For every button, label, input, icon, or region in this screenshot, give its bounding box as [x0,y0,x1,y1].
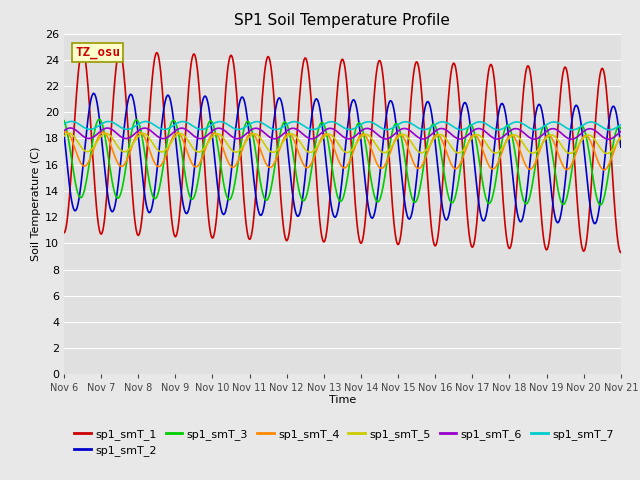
sp1_smT_5 [411,144,419,150]
sp1_smT_7 [428,124,435,130]
sp1_smT_6 [67,125,74,131]
sp1_smT_1 [185,84,193,90]
sp1_smT_3 [185,190,193,196]
sp1_smT_2 [90,91,97,96]
sp1_smT_3 [411,200,419,205]
sp1_smT_5 [185,139,193,144]
sp1_smT_1 [128,188,136,193]
sp1_smT_2 [617,144,625,150]
sp1_smT_5 [603,151,611,156]
sp1_smT_1 [60,230,68,236]
sp1_smT_5 [617,135,625,141]
sp1_smT_6 [128,133,136,139]
sp1_smT_2 [214,188,222,193]
sp1_smT_1 [70,126,78,132]
sp1_smT_7 [214,119,222,125]
sp1_smT_7 [71,119,79,125]
sp1_smT_3 [128,127,136,132]
Line: sp1_smT_6: sp1_smT_6 [64,128,621,139]
sp1_smT_1 [411,63,419,69]
X-axis label: Time: Time [329,395,356,405]
sp1_smT_1 [79,47,86,53]
sp1_smT_3 [597,202,605,208]
sp1_smT_1 [617,250,625,255]
sp1_smT_6 [60,128,68,133]
Legend: sp1_smT_1, sp1_smT_2, sp1_smT_3, sp1_smT_4, sp1_smT_5, sp1_smT_6, sp1_smT_7: sp1_smT_1, sp1_smT_2, sp1_smT_3, sp1_smT… [70,424,618,460]
sp1_smT_1 [428,221,435,227]
sp1_smT_7 [411,123,419,129]
Line: sp1_smT_5: sp1_smT_5 [64,133,621,154]
Line: sp1_smT_4: sp1_smT_4 [64,132,621,170]
sp1_smT_5 [71,135,79,141]
sp1_smT_6 [605,136,612,142]
sp1_smT_4 [71,145,79,151]
Line: sp1_smT_1: sp1_smT_1 [64,50,621,252]
sp1_smT_6 [214,125,222,131]
Line: sp1_smT_7: sp1_smT_7 [64,121,621,130]
sp1_smT_2 [428,108,435,113]
sp1_smT_7 [606,127,614,133]
sp1_smT_4 [185,153,193,159]
sp1_smT_4 [214,133,222,139]
sp1_smT_3 [70,172,78,178]
sp1_smT_4 [60,130,68,136]
sp1_smT_5 [428,140,435,146]
sp1_smT_2 [591,221,598,227]
sp1_smT_6 [71,127,79,132]
sp1_smT_7 [617,122,625,128]
sp1_smT_2 [411,192,419,198]
sp1_smT_6 [185,129,193,134]
sp1_smT_6 [411,132,419,138]
sp1_smT_5 [128,142,136,148]
sp1_smT_5 [65,131,72,136]
sp1_smT_6 [617,129,625,134]
sp1_smT_2 [185,207,193,213]
sp1_smT_3 [214,145,222,151]
sp1_smT_4 [411,162,419,168]
sp1_smT_3 [60,118,68,124]
sp1_smT_7 [68,119,76,124]
sp1_smT_7 [185,120,193,126]
Title: SP1 Soil Temperature Profile: SP1 Soil Temperature Profile [234,13,451,28]
sp1_smT_1 [214,197,222,203]
Line: sp1_smT_2: sp1_smT_2 [64,94,621,224]
sp1_smT_4 [600,167,607,173]
sp1_smT_4 [128,143,136,148]
sp1_smT_2 [128,93,136,99]
sp1_smT_7 [128,125,136,131]
sp1_smT_5 [60,133,68,139]
Line: sp1_smT_3: sp1_smT_3 [64,120,621,205]
sp1_smT_2 [70,207,78,213]
sp1_smT_4 [617,134,625,140]
sp1_smT_3 [617,126,625,132]
sp1_smT_2 [60,131,68,136]
sp1_smT_5 [214,131,222,137]
sp1_smT_3 [96,117,104,122]
sp1_smT_4 [61,129,69,135]
Y-axis label: Soil Temperature (C): Soil Temperature (C) [31,147,41,261]
sp1_smT_6 [428,132,435,138]
sp1_smT_7 [60,121,68,127]
sp1_smT_3 [428,124,435,130]
Text: TZ_osu: TZ_osu [75,46,120,59]
sp1_smT_4 [428,140,435,145]
